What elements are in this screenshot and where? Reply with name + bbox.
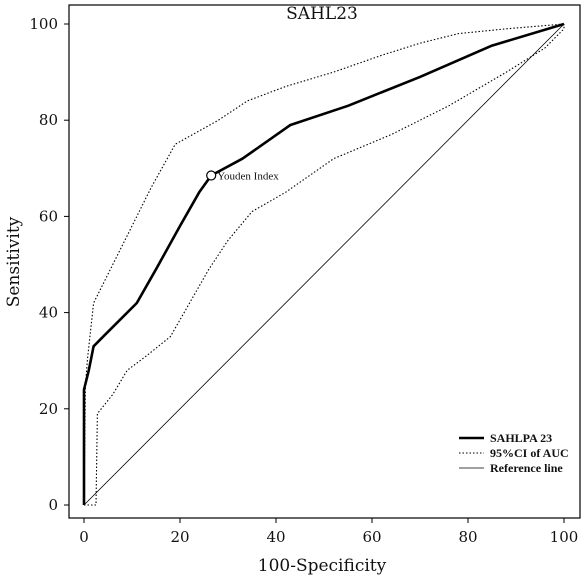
series-line-95-ci-of-auc [84,24,565,506]
series-line-reference-line [83,23,565,506]
chart-title: SAHL23 [286,4,358,24]
youden-index-marker [206,170,217,181]
legend-label: Reference line [490,461,563,475]
x-axis-ticks: 0 20 40 60 80 100 [79,518,578,546]
x-tick-label: 80 [458,528,477,546]
y-axis-title: Sensitivity [4,216,24,307]
y-tick-label: 100 [29,15,58,33]
y-axis-ticks: 0 20 40 60 80 100 [29,15,69,514]
legend-label: 95%CI of AUC [490,446,569,460]
annotation-layer: Youden Index [206,170,279,183]
legend-label: SAHLPA 23 [490,431,552,445]
plot-frame [68,4,581,519]
y-tick-label: 0 [48,496,58,514]
x-tick-label: 100 [550,528,579,546]
x-tick-label: 20 [170,528,189,546]
x-tick-label: 40 [266,528,285,546]
y-tick-label: 40 [39,304,58,322]
y-tick-label: 80 [39,111,58,129]
y-tick-label: 20 [39,400,58,418]
y-tick-label: 60 [39,207,58,225]
youden-index-label: Youden Index [217,171,279,183]
x-tick-label: 0 [79,528,89,546]
series-line-sahlpa-23 [82,22,565,505]
x-tick-label: 60 [362,528,381,546]
series-layer [82,22,565,506]
x-axis-title: 100-Specificity [258,556,387,576]
